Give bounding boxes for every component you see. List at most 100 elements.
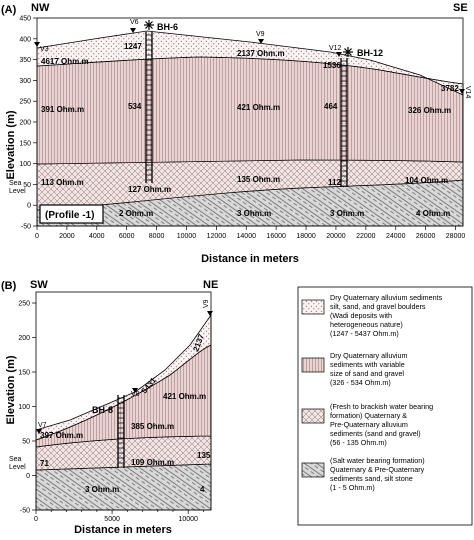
- panel-a-sea-level-line2: Level: [9, 188, 26, 195]
- profile-label-box: [39, 204, 104, 224]
- panel-a-xtick-label: 12000: [207, 233, 227, 240]
- panel-a-xtick-label: 8000: [149, 233, 165, 240]
- legend-text-line: heterogeneous nature): [330, 320, 403, 329]
- panel-a-ytick-label: 150: [19, 140, 31, 147]
- legend-text-line: Quaternary & Pre-Quaternary: [330, 465, 425, 474]
- legend-frame: [297, 286, 473, 526]
- legend-text-line: size of sand and gravel: [330, 369, 404, 378]
- panel-a-station-v6: V6: [130, 19, 139, 26]
- legend-text-line: sediments with variable: [330, 360, 405, 369]
- panel-a-ytick-label: 100: [19, 161, 31, 168]
- profile-label: (Profile -1): [45, 210, 94, 221]
- legend-text-line: (1 - 5 Ohm.m): [330, 483, 375, 492]
- panel-b-layer-salt-water: [35, 463, 212, 511]
- legend-swatch-hatch: [301, 462, 325, 478]
- panel-b-x-axis: 0 5000 10000: [34, 510, 204, 523]
- panel-a-xtick-label: 22000: [356, 233, 376, 240]
- panel-a-ytick-label: 50: [23, 182, 31, 189]
- bh12-star-icon: [343, 47, 353, 57]
- panel-a-xtick-label: 10000: [177, 233, 197, 240]
- bh6-star-icon: [144, 20, 154, 30]
- res-b-5: 71: [40, 459, 49, 468]
- v7-station-icon: [36, 429, 42, 434]
- panel-b-borehole-label: BH-8: [92, 405, 113, 415]
- panel-a-ytick-label: 200: [19, 120, 31, 127]
- legend-swatch-cross: [301, 408, 325, 424]
- panel-b-frame: [35, 291, 212, 511]
- panel-b-y-axis: 250 200 150 100 50 0 -50: [18, 301, 36, 515]
- v3-station-icon: [34, 42, 40, 47]
- panel-a-station-v12: V12: [329, 45, 342, 52]
- panel-a-xtick-label: 6000: [119, 233, 135, 240]
- res-a-11: 127 Ohm.m: [128, 185, 171, 194]
- res-b-8: 3 Ohm.m: [85, 485, 119, 494]
- legend-text-line: Dry Quaternary alluvium sediments: [330, 293, 443, 302]
- panel-b-ytick-label: 150: [18, 370, 30, 377]
- panel-b-dir-right: NE: [203, 279, 218, 291]
- res-a-4: 391 Ohm.m: [41, 105, 84, 114]
- legend-text-line: (56 - 135 Ohm.m): [330, 438, 387, 447]
- panel-b-xlabel: Distance in meters: [74, 524, 172, 536]
- panel-a-station-v14: V14: [464, 86, 471, 99]
- panel-a-xtick-label: 14000: [237, 233, 257, 240]
- panel-a-xtick-label: 20000: [326, 233, 346, 240]
- legend-swatch-stripes: [301, 357, 325, 373]
- panel-b-layer-wadi-deposits: [35, 313, 212, 441]
- v6-station-icon: [130, 28, 136, 33]
- legend-text-line: (Fresh to brackish water bearing: [330, 402, 433, 411]
- panel-a-station-v9: V9: [256, 31, 265, 38]
- panel-b-ytick-label: 50: [22, 439, 30, 446]
- panel-b-ytick-label: 250: [18, 301, 30, 308]
- panel-b-label: (B): [1, 280, 17, 292]
- res-b-3: 421 Ohm.m: [163, 392, 206, 401]
- res-a-10: 113 Ohm.m: [41, 178, 84, 187]
- res-a-8: 326 Ohm.m: [408, 106, 451, 115]
- panel-a-borehole-bh12: [340, 58, 348, 187]
- res-a-1: 1247: [124, 42, 142, 51]
- panel-a-xlabel: Distance in meters: [201, 253, 299, 265]
- bh8-rungs: [118, 397, 124, 464]
- panel-a-xtick-label: 18000: [296, 233, 316, 240]
- res-b-2: 397 Ohm.m: [40, 431, 83, 440]
- panel-a-xtick-label: 26000: [416, 233, 436, 240]
- panel-a-xtick-label: 0: [35, 233, 39, 240]
- bh12-rungs: [341, 60, 347, 187]
- panel-a-label: (A): [1, 4, 17, 16]
- legend-text-line: (Wadi deposits with: [330, 311, 392, 320]
- panel-a-borehole-label-2: BH-12: [357, 48, 383, 58]
- panel-b-xtick-label: 5000: [104, 516, 120, 523]
- res-a-7: 464: [324, 102, 338, 111]
- res-b-4: 385 Ohm.m: [131, 422, 174, 431]
- legend-swatch-dots: [301, 299, 325, 315]
- res-a-6: 421 Ohm.m: [237, 103, 280, 112]
- v9-station-icon: [258, 39, 264, 44]
- res-a-16: 3 Ohm.m: [237, 209, 271, 218]
- panel-b-ytick-label: 200: [18, 335, 30, 342]
- legend-text-line: formation) Quaternary &: [330, 411, 407, 420]
- v9-b-station-icon: [207, 311, 213, 316]
- res-a-17: 3 Ohm.m: [330, 209, 364, 218]
- panel-b-station-v9: V9: [203, 299, 210, 308]
- panel-b: (B) SW NE Elevation (m) Distance in mete…: [1, 279, 218, 536]
- legend-text-line: (1247 - 5437 Ohm.m): [330, 329, 399, 338]
- panel-a-borehole-label-1: BH-6: [157, 22, 178, 32]
- panel-a-y-axis: 450 400 350 300 250 200 150 100 50 0 -50: [19, 16, 37, 231]
- res-a-15: 2 Ohm.m: [119, 209, 153, 218]
- panel-b-dir-left: SW: [30, 279, 48, 291]
- res-a-14: 104 Ohm.m: [405, 176, 448, 185]
- panel-a: (A) NW SE Elevation (m) Distance in mete…: [1, 2, 471, 265]
- panel-a-ylabel: Elevation (m): [5, 110, 17, 179]
- panel-a-ytick-label: 350: [19, 57, 31, 64]
- res-a-0: 4617 Ohm.m: [41, 57, 89, 66]
- panel-a-ytick-label: 0: [27, 203, 31, 210]
- panel-b-xtick-label: 10000: [178, 516, 198, 523]
- panel-b-ytick-label: 0: [26, 473, 30, 480]
- panel-a-ytick-label: 400: [19, 36, 31, 43]
- res-a-13: 112: [328, 178, 341, 187]
- v14-station-icon: [459, 89, 465, 94]
- panel-a-ytick-label: 300: [19, 78, 31, 85]
- legend-text-line: Dry Quaternary alluvium: [330, 351, 408, 360]
- panel-b-borehole-bh8: [117, 395, 125, 468]
- panel-b-sea-level-line2: Level: [9, 464, 26, 471]
